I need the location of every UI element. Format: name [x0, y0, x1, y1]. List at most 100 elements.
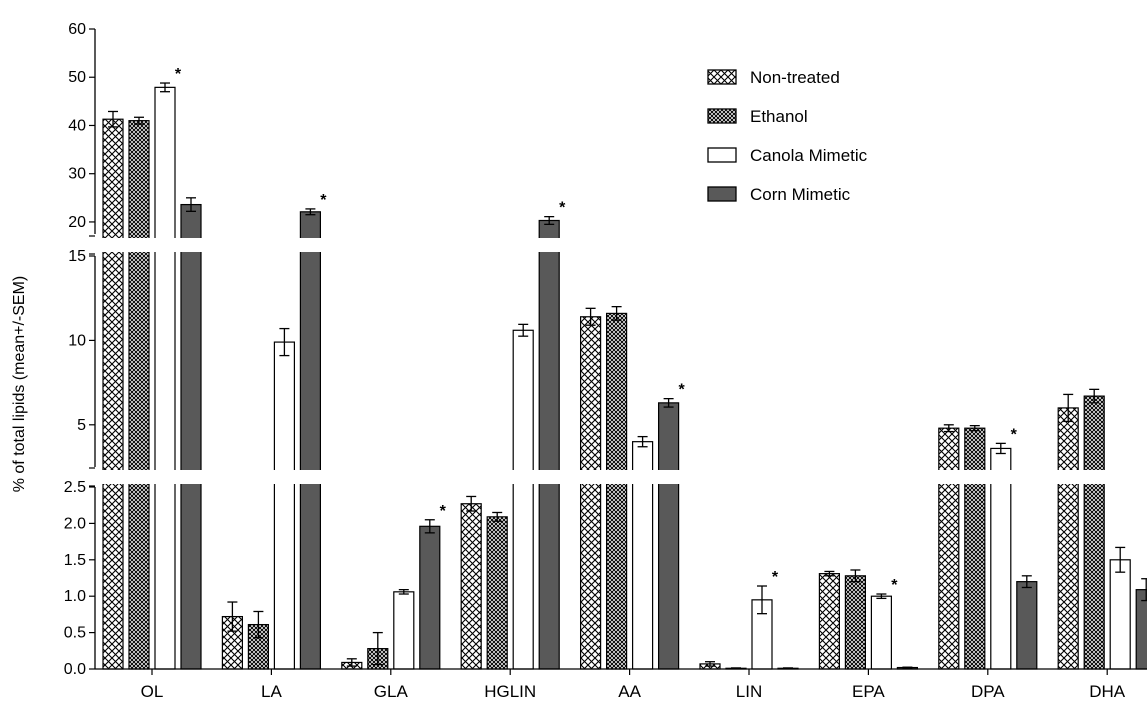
bar-rect — [273, 341, 295, 670]
y-tick-label: 2.5 — [64, 479, 86, 496]
y-tick-label: 0.5 — [64, 625, 86, 642]
significance-marker: * — [440, 503, 447, 520]
bar-AA-canola-mimetic — [630, 435, 655, 670]
bar-AA-non-treated — [578, 307, 603, 670]
bar-break-gap — [179, 238, 203, 252]
bar-break-gap — [604, 470, 629, 484]
bar-break-gap — [537, 238, 562, 252]
bar-rect — [102, 118, 124, 670]
bar-break-gap — [127, 470, 151, 484]
legend-label: Canola Mimetic — [750, 146, 868, 165]
significance-marker: * — [175, 66, 182, 83]
bar-rect — [1109, 559, 1131, 670]
significance-marker: * — [772, 569, 779, 586]
bar-GLA-canola-mimetic — [393, 588, 415, 670]
bar-rect — [1016, 581, 1038, 670]
bar-rect — [1057, 407, 1079, 670]
bar-rect — [180, 203, 202, 670]
bar-break-gap — [1056, 470, 1081, 484]
bar-rect — [1135, 589, 1147, 670]
legend: Non-treated Ethanol Canola Mimetic Corn Mim… — [707, 68, 868, 204]
y-tick-label: 50 — [68, 69, 86, 86]
y-axis: 0.0 0.5 1.0 1.5 2.0 2.5 5 10 15 20 30 40 50 60 — [64, 21, 96, 678]
x-tick-label: LIN — [736, 682, 762, 701]
bar-HGLIN-canola-mimetic — [511, 323, 536, 670]
y-tick-label: 60 — [68, 21, 86, 38]
bar-rect — [393, 591, 415, 670]
bar-rect — [299, 211, 321, 670]
bar-EPA-non-treated — [818, 570, 841, 670]
bar-HGLIN-corn-mimetic — [537, 215, 562, 670]
bar-break-gap — [656, 470, 681, 484]
bar-rect — [938, 427, 960, 670]
x-tick-label: EPA — [852, 682, 885, 701]
legend-label: Non-treated — [750, 68, 840, 87]
bar-break-gap — [537, 470, 562, 484]
bar-DPA-corn-mimetic — [1016, 575, 1038, 670]
bar-break-gap — [101, 238, 125, 252]
legend-item-non-treated: Non-treated — [707, 68, 840, 87]
bar-LA-non-treated — [221, 601, 243, 670]
legend-swatch — [707, 69, 737, 85]
bar-AA-ethanol — [604, 305, 629, 670]
bar-GLA-ethanol — [367, 631, 389, 670]
x-tick-label: DPA — [971, 682, 1005, 701]
bar-rect — [1083, 395, 1105, 670]
y-axis-label: % of total lipids (mean+/-SEM) — [11, 276, 28, 493]
bar-rect — [486, 516, 508, 670]
bar-rect — [870, 595, 893, 670]
bar-break-gap — [272, 470, 297, 484]
y-tick-label: 0.0 — [64, 661, 86, 678]
bar-GLA-non-treated — [341, 658, 363, 670]
bar-rect — [964, 427, 986, 670]
y-tick-label: 10 — [68, 332, 86, 349]
bar-break-gap — [578, 470, 603, 484]
bar-rect — [844, 575, 867, 670]
bar-DPA-ethanol — [962, 424, 987, 670]
bar-EPA-ethanol — [844, 569, 867, 670]
y-tick-label: 40 — [68, 117, 86, 134]
x-tick-label: LA — [261, 682, 282, 701]
y-tick-label: 5 — [77, 417, 86, 434]
bar-break-gap — [511, 470, 536, 484]
legend-label: Ethanol — [750, 107, 808, 126]
y-tick-label: 1.0 — [64, 588, 86, 605]
significance-marker: * — [320, 192, 327, 209]
bars-layer — [101, 82, 1147, 670]
significance-marker: * — [678, 382, 685, 399]
significance-marker: * — [1011, 426, 1018, 443]
legend-item-ethanol: Ethanol — [707, 107, 808, 126]
bar-LIN-non-treated — [699, 661, 721, 670]
y-tick-label: 30 — [68, 166, 86, 183]
significance-marker: * — [891, 577, 898, 594]
bar-rect — [818, 573, 841, 670]
legend-swatch — [707, 108, 737, 124]
bar-break-gap — [179, 470, 203, 484]
bar-OL-ethanol — [127, 116, 151, 670]
bar-OL-non-treated — [101, 110, 125, 670]
bar-rect — [460, 503, 482, 670]
bar-OL-canola-mimetic — [153, 82, 177, 670]
x-tick-label: OL — [141, 682, 164, 701]
legend-item-canola-mimetic: Canola Mimetic — [707, 146, 868, 165]
bar-LIN-canola-mimetic — [751, 585, 773, 670]
bar-DPA-canola-mimetic — [988, 442, 1013, 670]
bar-rect — [128, 120, 150, 670]
bar-LA-corn-mimetic — [298, 208, 323, 670]
x-tick-label: HGLIN — [484, 682, 536, 701]
y-tick-label: 2.0 — [64, 515, 86, 532]
bar-break-gap — [630, 470, 655, 484]
y-tick-label: 15 — [68, 248, 86, 265]
bar-DHA-canola-mimetic — [1109, 546, 1131, 670]
legend-swatch — [707, 186, 737, 202]
bar-rect — [154, 86, 176, 670]
bar-break-gap — [127, 238, 151, 252]
x-tick-label: AA — [618, 682, 641, 701]
bar-EPA-canola-mimetic — [870, 593, 893, 670]
bar-DHA-non-treated — [1056, 393, 1081, 670]
bar-DHA-ethanol — [1082, 388, 1107, 670]
bar-rect — [579, 316, 602, 670]
bar-LA-canola-mimetic — [272, 327, 297, 670]
bar-break-gap — [298, 470, 323, 484]
legend-swatch — [707, 147, 737, 163]
